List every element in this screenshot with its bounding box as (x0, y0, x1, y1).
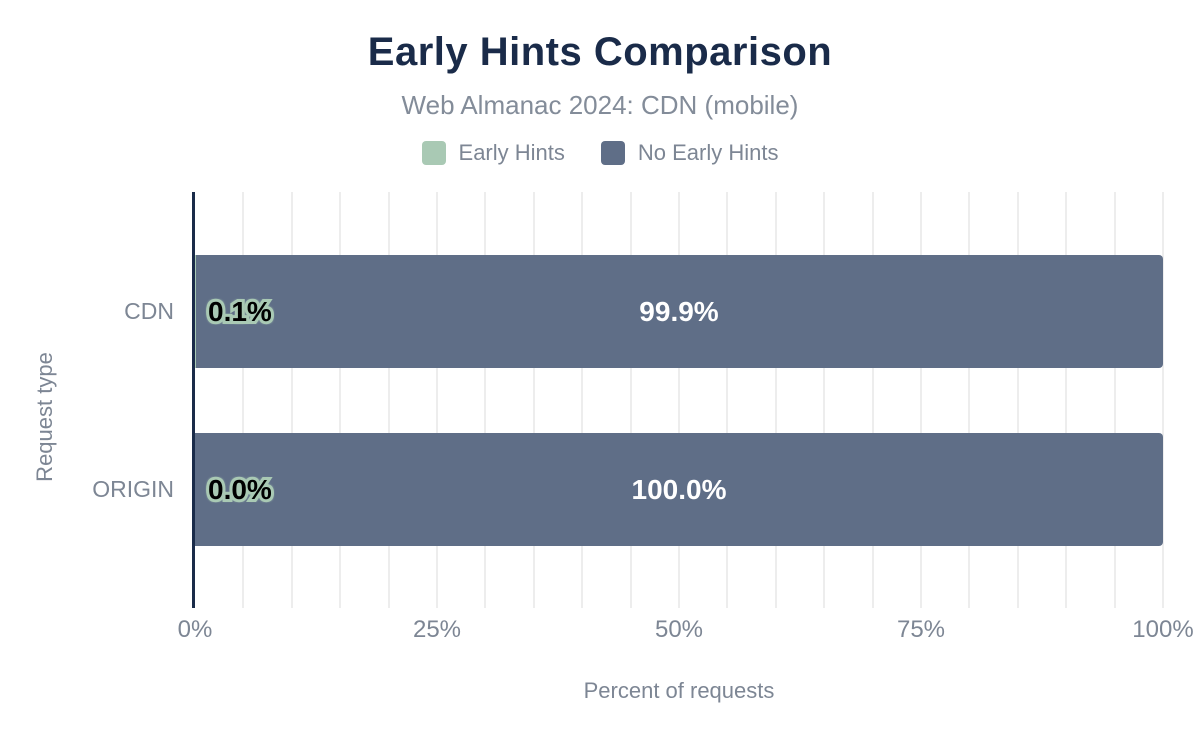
value-label-cdn-no-early-hints: 99.9% (639, 295, 719, 327)
gridline (1016, 192, 1019, 608)
bar-row-origin: 0.0% 0.0% 100.0% (195, 433, 1163, 546)
x-tick-75: 75% (896, 616, 946, 643)
legend-swatch-early-hints (421, 141, 446, 165)
gridline (532, 192, 535, 608)
x-tick-50: 50% (654, 616, 704, 643)
y-axis-title: Request type (32, 352, 57, 482)
gridline (484, 192, 487, 608)
bar-segment-cdn-early-hints (195, 255, 196, 368)
value-label-origin-no-early-hints: 100.0% (631, 473, 727, 505)
legend-label: No Early Hints (637, 140, 779, 165)
gridline (1113, 192, 1116, 608)
gridline (871, 192, 874, 608)
legend-item-no-early-hints[interactable]: No Early Hints (600, 140, 779, 166)
gridline (629, 192, 632, 608)
plot-area: 0.1% 0.1% 99.9% 0.0% 0.0% 100.0% (192, 192, 1164, 608)
value-label-text: 0.0% (208, 473, 272, 505)
x-tick-0: 0% (177, 616, 213, 643)
gridline (290, 192, 293, 608)
gridline (1162, 192, 1164, 608)
category-label-origin: ORIGIN (92, 476, 174, 502)
gridlines (195, 192, 1164, 608)
gridline (823, 192, 826, 608)
x-axis-title: Percent of requests (583, 678, 775, 703)
chart-subtitle: Web Almanac 2024: CDN (mobile) (401, 90, 799, 120)
gridline (920, 192, 922, 608)
legend-item-early-hints[interactable]: Early Hints (421, 140, 565, 166)
bar-row-cdn: 0.1% 0.1% 99.9% (195, 255, 1163, 368)
y-axis-line (192, 192, 195, 608)
value-label-outline: 0.0% (205, 471, 275, 508)
category-label-cdn: CDN (124, 298, 174, 324)
chart-title: Early Hints Comparison (367, 30, 833, 74)
bar-segment-origin-no-early-hints (195, 433, 1163, 546)
value-label-text: 0.1% (208, 295, 272, 327)
y-axis-category-labels: CDN ORIGIN (0, 0, 174, 742)
legend-swatch-no-early-hints (600, 141, 625, 165)
gridline (339, 192, 342, 608)
gridline (436, 192, 438, 608)
legend: Early Hints No Early Hints (0, 140, 1200, 166)
x-tick-100: 100% (1132, 616, 1194, 643)
bar-segment-cdn-no-early-hints (195, 255, 1163, 368)
gridline (774, 192, 777, 608)
legend-label: Early Hints (458, 140, 565, 165)
gridline (726, 192, 729, 608)
gridline (1065, 192, 1068, 608)
gridline (242, 192, 245, 608)
gridline (678, 192, 680, 608)
value-label-origin-early-hints: 0.0% 0.0% (205, 471, 275, 508)
x-tick-25: 25% (412, 616, 462, 643)
x-axis-ticks: 0% 25% 50% 75% 100% (178, 616, 1194, 646)
gridline (581, 192, 584, 608)
gridline (968, 192, 971, 608)
gridline (387, 192, 390, 608)
value-label-outline: 0.1% (205, 293, 275, 330)
value-label-cdn-early-hints: 0.1% 0.1% (205, 293, 275, 330)
